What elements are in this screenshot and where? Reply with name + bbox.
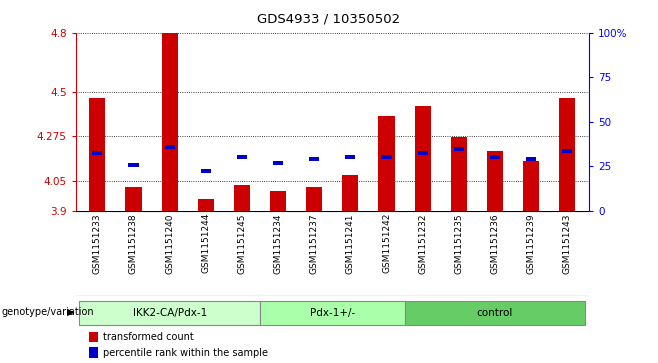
Text: control: control (477, 308, 513, 318)
Text: GSM1151245: GSM1151245 (238, 213, 247, 274)
Bar (454, 147, 464, 151)
Text: GSM1151235: GSM1151235 (454, 213, 463, 274)
Text: GSM1151234: GSM1151234 (274, 213, 282, 274)
FancyBboxPatch shape (260, 301, 405, 325)
Bar (197, 199, 214, 211)
Bar (562, 149, 572, 154)
Bar (237, 155, 247, 159)
Text: ▶: ▶ (67, 307, 75, 317)
Text: genotype/variation: genotype/variation (1, 307, 94, 317)
Bar (270, 191, 286, 211)
Bar (92, 151, 103, 155)
Bar (234, 185, 250, 211)
Bar (382, 155, 392, 159)
Bar (306, 187, 322, 211)
Bar (126, 187, 141, 211)
Text: IKK2-CA/Pdx-1: IKK2-CA/Pdx-1 (132, 308, 207, 318)
Bar (418, 151, 428, 155)
Bar (378, 116, 395, 211)
Bar (128, 163, 139, 167)
Bar (345, 155, 355, 159)
Text: GSM1151244: GSM1151244 (201, 213, 211, 273)
Text: GSM1151239: GSM1151239 (526, 213, 536, 274)
FancyBboxPatch shape (79, 301, 260, 325)
Bar (164, 145, 175, 150)
Bar (523, 161, 539, 211)
Bar (487, 151, 503, 211)
Text: GSM1151243: GSM1151243 (563, 213, 572, 274)
Text: GSM1151242: GSM1151242 (382, 213, 391, 273)
Bar (161, 33, 178, 211)
Bar (559, 98, 575, 211)
Text: GSM1151232: GSM1151232 (418, 213, 427, 274)
Bar (526, 157, 536, 161)
Bar (89, 332, 98, 342)
Text: GSM1151233: GSM1151233 (93, 213, 102, 274)
Text: percentile rank within the sample: percentile rank within the sample (103, 348, 268, 358)
Bar (309, 157, 319, 161)
Bar (89, 98, 105, 211)
Text: GSM1151237: GSM1151237 (310, 213, 318, 274)
Text: GSM1151240: GSM1151240 (165, 213, 174, 274)
Bar (201, 169, 211, 173)
Bar (490, 155, 500, 159)
Bar (89, 347, 98, 358)
Bar (451, 138, 467, 211)
Bar (273, 161, 283, 165)
FancyBboxPatch shape (405, 301, 586, 325)
Bar (342, 175, 359, 211)
Text: GSM1151238: GSM1151238 (129, 213, 138, 274)
Text: transformed count: transformed count (103, 332, 193, 342)
Bar (415, 106, 431, 211)
Text: GDS4933 / 10350502: GDS4933 / 10350502 (257, 13, 401, 26)
Text: Pdx-1+/-: Pdx-1+/- (310, 308, 355, 318)
Text: GSM1151241: GSM1151241 (346, 213, 355, 274)
Text: GSM1151236: GSM1151236 (490, 213, 499, 274)
